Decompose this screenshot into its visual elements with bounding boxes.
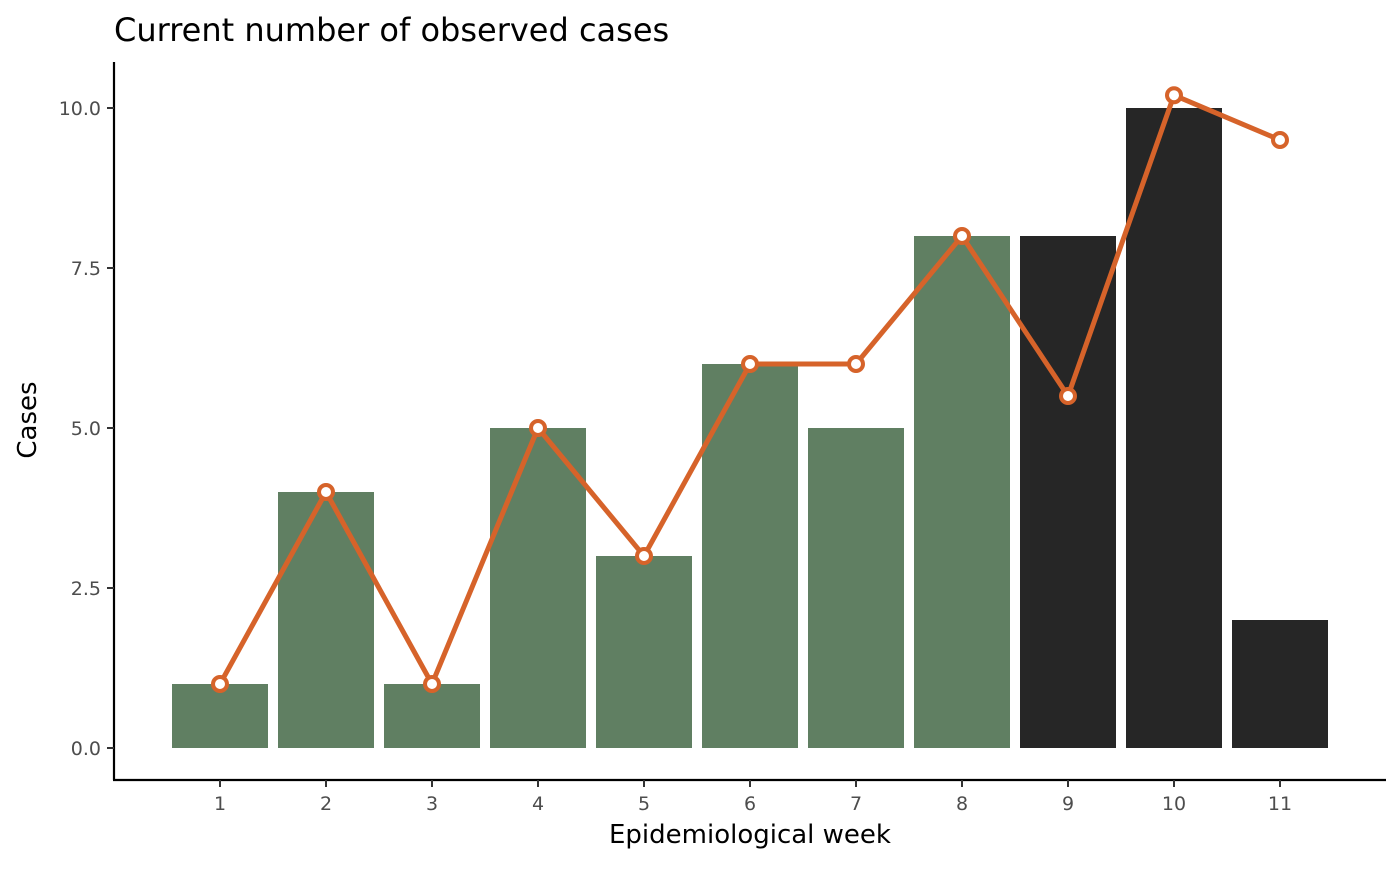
x-tick-label: 1 (214, 793, 226, 815)
bar-week-3 (384, 684, 480, 748)
bar-week-11 (1232, 620, 1328, 748)
bar-week-4 (490, 428, 586, 748)
bar-week-7 (808, 428, 904, 748)
trend-point-week-2 (317, 483, 335, 501)
y-tick-label: 10.0 (59, 98, 101, 120)
y-tick-label: 5.0 (71, 418, 101, 440)
y-ticks: 0.0 2.5 5.0 7.5 10.0 (59, 98, 114, 760)
trend-point-week-8 (953, 227, 971, 245)
chart-title: Current number of observed cases (114, 11, 669, 49)
x-tick-label: 6 (744, 793, 756, 815)
bar-week-1 (172, 684, 268, 748)
x-tick-label: 4 (532, 793, 544, 815)
bars-layer (172, 108, 1328, 748)
bar-week-9 (1020, 236, 1116, 748)
x-tick-label: 2 (320, 793, 332, 815)
bar-week-2 (278, 492, 374, 748)
x-tick-label: 3 (426, 793, 438, 815)
x-tick-label: 8 (956, 793, 968, 815)
y-axis-title: Cases (13, 381, 43, 458)
trend-point-week-5 (635, 547, 653, 565)
bar-week-5 (596, 556, 692, 748)
trend-point-week-7 (847, 355, 865, 373)
trend-point-week-9 (1059, 387, 1077, 405)
trend-point-week-3 (423, 675, 441, 693)
x-tick-label: 10 (1162, 793, 1186, 815)
trend-point-week-6 (741, 355, 759, 373)
x-tick-label: 9 (1062, 793, 1074, 815)
y-tick-label: 0.0 (71, 738, 101, 760)
x-tick-label: 5 (638, 793, 650, 815)
trend-point-week-11 (1271, 131, 1289, 149)
bar-week-6 (702, 364, 798, 748)
y-tick-label: 2.5 (71, 578, 101, 600)
x-ticks: 1 2 3 4 5 6 7 8 9 10 11 (214, 780, 1292, 815)
bar-week-8 (914, 236, 1010, 748)
line-layer (211, 86, 1289, 693)
trend-point-week-10 (1165, 86, 1183, 105)
trend-point-week-4 (529, 419, 547, 437)
x-axis-title: Epidemiological week (609, 820, 891, 850)
x-tick-label: 11 (1268, 793, 1292, 815)
x-tick-label: 7 (850, 793, 862, 815)
trend-point-week-1 (211, 675, 229, 693)
y-tick-label: 7.5 (71, 258, 101, 280)
bar-week-10 (1126, 108, 1222, 748)
